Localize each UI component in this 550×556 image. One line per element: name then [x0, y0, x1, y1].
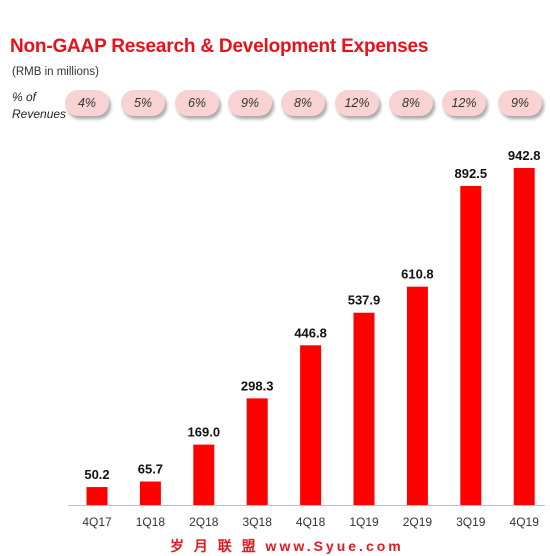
x-tick-label-1q18: 1Q18 [136, 515, 166, 529]
pct-pill-4q18: 8% [281, 90, 325, 116]
pct-pill-2q19: 8% [389, 90, 433, 116]
watermark-text: 岁 月 联 盟 www.Syue.com [170, 538, 404, 554]
x-tick-label-1q19: 1Q19 [349, 515, 379, 529]
data-label-4q18: 446.8 [294, 325, 327, 340]
bar-3q18 [246, 398, 268, 505]
x-tick-label-2q19: 2Q19 [403, 515, 433, 529]
bar-4q19 [513, 168, 535, 505]
bar-3q19 [460, 185, 482, 505]
x-tick-label-3q19: 3Q19 [456, 515, 486, 529]
pct-pill-3q19: 12% [442, 90, 486, 116]
bar-4q17 [86, 487, 108, 505]
bar-1q18 [139, 481, 161, 505]
pct-pill-1q19: 12% [335, 90, 379, 116]
percent-of-revenues-label: % of Revenues [12, 90, 67, 121]
pct-pill-2q18: 6% [175, 90, 219, 116]
data-label-2q19: 610.8 [401, 267, 434, 282]
data-label-4q17: 50.2 [84, 467, 109, 482]
x-tick-label-3q18: 3Q18 [243, 515, 273, 529]
pct-pill-1q18: 5% [121, 90, 165, 116]
x-tick-label-4q17: 4Q17 [82, 515, 112, 529]
unit-subtitle: (RMB in millions) [12, 66, 99, 78]
pct-pill-3q18: 9% [228, 90, 272, 116]
data-label-1q19: 537.9 [348, 293, 381, 308]
x-tick-label-2q18: 2Q18 [189, 515, 219, 529]
data-label-3q19: 892.5 [455, 166, 488, 181]
x-tick-label-4q19: 4Q19 [510, 515, 540, 529]
pct-pill-4q17: 4% [65, 90, 109, 116]
bar-4q18 [300, 345, 322, 505]
bar-1q19 [353, 312, 375, 505]
bar-2q19 [406, 286, 428, 505]
data-label-4q19: 942.8 [508, 148, 541, 163]
bar-2q18 [193, 444, 215, 505]
data-label-1q18: 65.7 [138, 462, 163, 477]
data-label-3q18: 298.3 [241, 378, 274, 393]
data-label-2q18: 169.0 [188, 425, 221, 440]
pct-pill-4q19: 9% [498, 90, 542, 116]
x-tick-label-4q18: 4Q18 [296, 515, 326, 529]
chart-title: Non-GAAP Research & Development Expenses [10, 36, 429, 57]
